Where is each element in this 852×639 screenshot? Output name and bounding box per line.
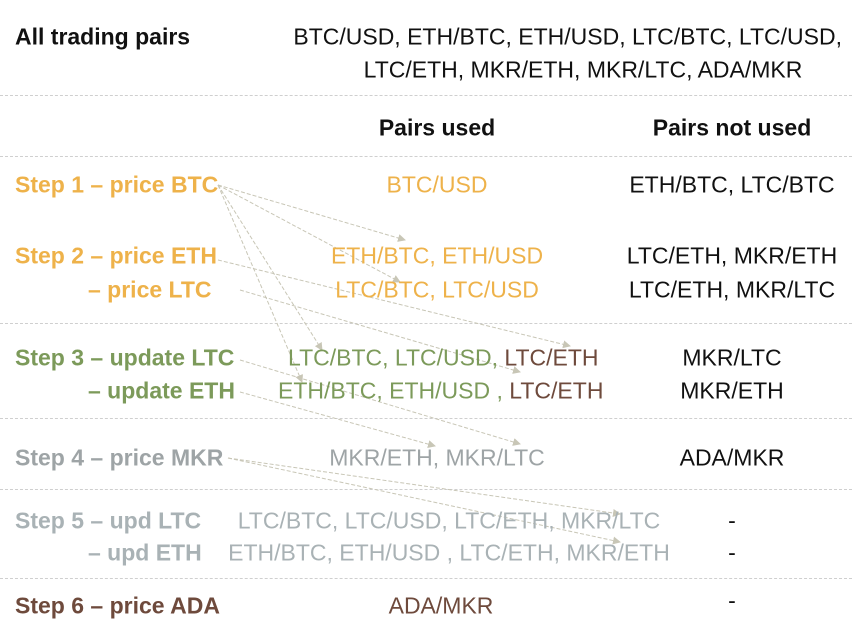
all-pairs-label: All trading pairs [15, 23, 191, 50]
step-3-eth-label: – update ETH [88, 377, 235, 404]
step-1-used: BTC/USD [386, 171, 488, 198]
step-3-ltc-label: Step 3 – update LTC [15, 344, 235, 371]
step-2-eth-label: Step 2 – price ETH [15, 242, 217, 269]
divider-5 [0, 489, 852, 490]
arrow-btc-to-ltcbtc [217, 184, 401, 283]
step-1-label: Step 1 – price BTC [15, 171, 219, 198]
step-2-eth-not-used: LTC/ETH, MKR/ETH [626, 242, 838, 269]
step-6-used: ADA/MKR [388, 592, 494, 619]
step-5-ltc-label: Step 5 – upd LTC [15, 507, 202, 534]
step-4-not-used: ADA/MKR [679, 444, 785, 471]
step-6-not-used: - [728, 587, 736, 614]
step-1-not-used: ETH/BTC, LTC/BTC [629, 171, 835, 198]
divider-4 [0, 418, 852, 419]
divider-3 [0, 323, 852, 324]
arrow-btc-to-ethbtc [217, 184, 406, 242]
step-4-used: MKR/ETH, MKR/LTC [329, 444, 545, 471]
divider-6 [0, 578, 852, 579]
step-2-ltc-label: – price LTC [88, 276, 212, 303]
divider-2 [0, 156, 852, 157]
step-2-eth-used: ETH/BTC, ETH/USD [330, 242, 544, 269]
step-5-ltc-used: LTC/BTC, LTC/USD, LTC/ETH, MKR/LTC [237, 507, 661, 534]
step-5-eth-used: ETH/BTC, ETH/USD , LTC/ETH, MKR/ETH [228, 539, 670, 566]
all-pairs-line-2: LTC/ETH, MKR/ETH, MKR/LTC, ADA/MKR [363, 56, 803, 83]
arrow-ltc-to-ltceth [239, 289, 521, 374]
step-6-label: Step 6 – price ADA [15, 592, 220, 619]
divider-1 [0, 95, 852, 96]
header-pairs-not-used: Pairs not used [652, 114, 812, 141]
step-3-eth-used-new: LTC/ETH [509, 377, 604, 404]
step-3-ltc-used-main: LTC/BTC, LTC/USD, [288, 344, 498, 371]
all-pairs-line-1: BTC/USD, ETH/BTC, ETH/USD, LTC/BTC, LTC/… [293, 23, 842, 50]
step-4-label: Step 4 – price MKR [15, 444, 224, 471]
arrow-ltc-to-mkrltc [239, 359, 521, 446]
step-3-eth-used: ETH/BTC, ETH/USD , LTC/ETH [278, 377, 604, 404]
step-3-eth-not-used: MKR/ETH [680, 377, 784, 404]
arrow-mkr-to-mkreth-5 [227, 457, 621, 545]
arrow-eth-to-mkreth [239, 391, 436, 448]
step-2-ltc-not-used: LTC/ETH, MKR/LTC [628, 276, 836, 303]
step-5-eth-not-used: - [728, 539, 736, 566]
arrow-btc-to-ltcbtc-3 [217, 184, 323, 351]
step-3-ltc-used: LTC/BTC, LTC/USD, LTC/ETH [288, 344, 599, 371]
step-5-eth-label: – upd ETH [88, 539, 202, 566]
arrow-eth-to-ltceth [217, 259, 571, 349]
step-2-ltc-used: LTC/BTC, LTC/USD [335, 276, 539, 303]
step-3-eth-used-main: ETH/BTC, ETH/USD , [278, 377, 503, 404]
step-3-ltc-not-used: MKR/LTC [682, 344, 782, 371]
step-3-ltc-used-new: LTC/ETH [504, 344, 599, 371]
header-pairs-used: Pairs used [378, 114, 496, 141]
step-5-ltc-not-used: - [728, 507, 736, 534]
